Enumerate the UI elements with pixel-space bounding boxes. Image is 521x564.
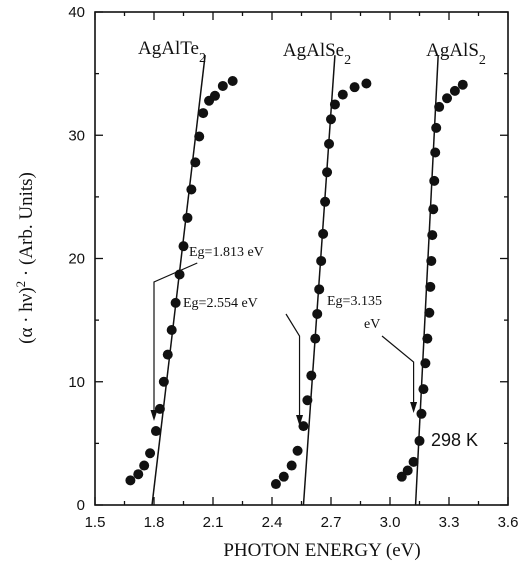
series-label-agals2: AgAlS2 [426,40,486,68]
x-axis-label: PHOTON ENERGY (eV) [223,540,420,561]
y-tick-label: 0 [77,497,85,514]
eg-label-agals2-line1: Eg=3.135 [327,294,382,309]
data-point [286,460,297,471]
data-point [170,297,181,308]
data-point [125,475,136,486]
data-point [424,307,435,318]
data-point [194,131,205,142]
data-point [182,212,193,223]
data-point [298,421,309,432]
data-point [457,79,468,90]
data-point [420,358,431,369]
data-point [306,370,317,381]
data-point [449,85,460,96]
data-point [337,89,348,100]
axis-tick-labels: 1.5 1.8 2.1 2.4 2.7 3.0 3.3 3.6 0 10 20 30 40 [68,4,518,531]
data-point [429,175,440,186]
data-point [314,284,325,295]
data-point [217,80,228,91]
y-tick-label: 30 [68,127,85,144]
data-point [418,384,429,395]
arrowhead [150,410,158,421]
arrowhead [410,402,418,413]
x-tick-label: 3.3 [439,514,460,531]
data-point [139,460,150,471]
x-tick-label: 3.0 [380,514,401,531]
data-point [318,228,329,239]
y-tick-label: 10 [68,374,85,391]
data-point [428,204,439,215]
data-point [322,167,333,178]
eg-arrow-agals2 [381,335,415,402]
eg-label-agalse2: Eg=2.554 eV [183,296,258,311]
temperature-label: 298 K [431,430,478,450]
data-point [270,479,281,490]
data-point [430,147,441,158]
x-tick-label: 3.6 [498,514,519,531]
data-point [422,333,433,344]
data-point [158,376,169,387]
x-tick-label: 2.4 [262,514,283,531]
data-point [408,456,419,467]
eg-arrow-agalse2 [285,313,301,415]
data-point [361,78,372,89]
data-point [442,93,453,104]
data-point [190,157,201,168]
series-label-agalte2: AgAlTe2 [138,38,206,66]
data-point [434,101,445,112]
series-label-agalse2: AgAlSe2 [283,40,351,68]
y-tick-label: 20 [68,251,85,268]
arrowhead [296,415,304,426]
y-tick-label: 40 [68,4,85,21]
data-point [414,435,425,446]
data-point [316,255,327,266]
data-points [125,76,468,490]
data-point [425,281,436,292]
data-point [292,445,303,456]
fit-lines [151,55,439,506]
data-point [349,82,360,93]
data-point [324,138,335,149]
data-point [310,333,321,344]
data-point [227,76,238,87]
data-point [209,90,220,101]
data-point [427,230,438,241]
data-point [186,184,197,195]
eg-label-agalte2: Eg=1.813 eV [189,245,264,260]
y-axis-label-units: · (Arb. Units) [16,172,37,281]
data-point [416,408,427,419]
y-axis-label-main: (α · hν) [16,287,37,344]
data-point [320,196,331,207]
y-axis-label: (α · hν)2 · (Arb. Units) [13,172,38,344]
data-point [326,114,336,125]
eg-arrow-agalte2 [153,262,198,410]
data-point [133,469,144,480]
fit-line-agalte2 [151,55,206,506]
data-point [402,465,413,476]
data-point [162,349,173,360]
x-tick-label: 1.8 [144,514,165,531]
annotations: AgAlTe2 AgAlSe2 AgAlS2 Eg=1.813 eV Eg=2.554 … [138,38,486,426]
data-point [178,241,189,252]
data-point [150,426,161,437]
data-point [302,395,313,406]
fit-line-agalse2 [302,55,336,506]
data-point [166,324,177,335]
data-point [329,99,340,110]
data-point [426,255,437,266]
data-point [278,471,289,482]
data-point [431,122,442,133]
eg-label-agals2-line2: eV [364,317,380,332]
y-axis-label-exponent: 2 [13,281,28,288]
data-point [154,403,165,414]
data-point [198,108,209,119]
x-tick-label: 2.7 [321,514,342,531]
data-point [312,308,323,319]
axis-ticks [94,11,509,506]
data-point [145,448,156,459]
x-tick-label: 1.5 [85,514,106,531]
x-tick-label: 2.1 [203,514,224,531]
